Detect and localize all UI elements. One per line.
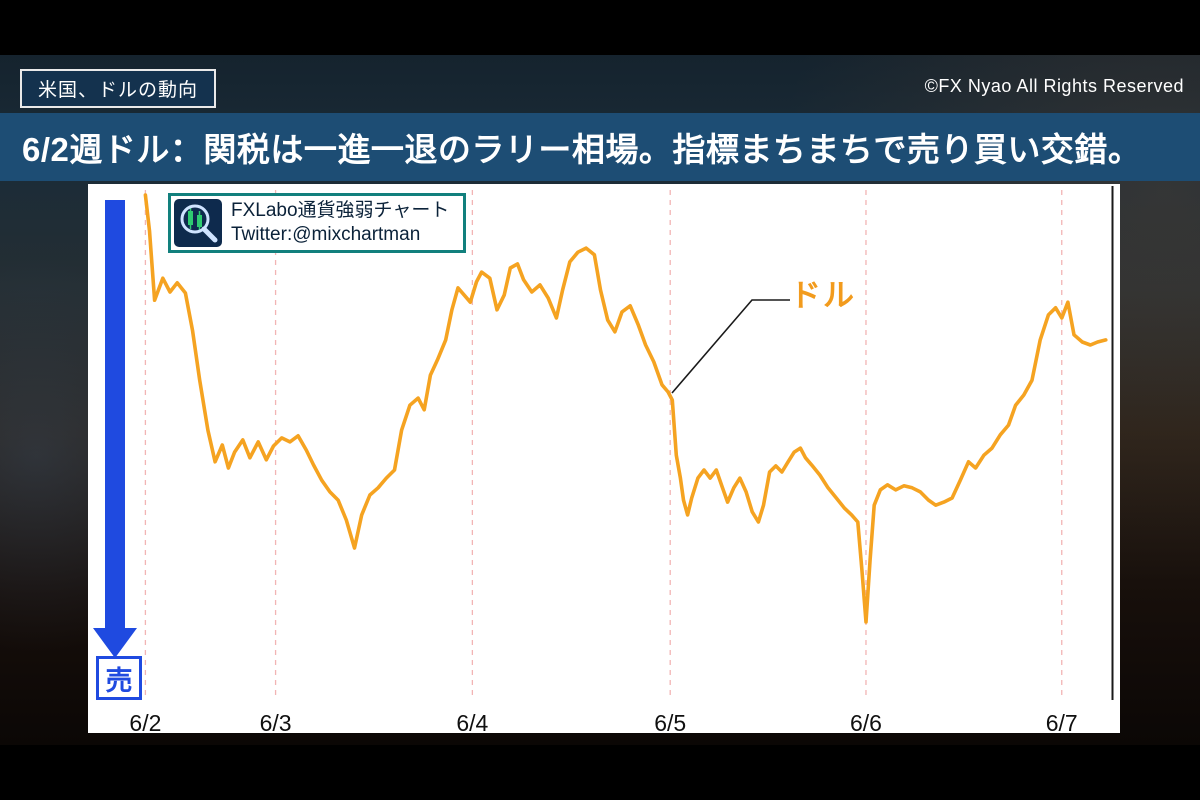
x-tick-label: 6/5 — [654, 710, 686, 733]
topic-tag-label: 米国、ドルの動向 — [38, 80, 199, 101]
annotation-pointer-line — [671, 299, 790, 394]
letterbox-top — [0, 0, 1200, 55]
x-tick-label: 6/6 — [850, 710, 882, 733]
x-tick-label: 6/2 — [129, 710, 161, 733]
magnifier-candlestick-icon — [174, 199, 222, 247]
watermark-line1: FXLabo通貨強弱チャート — [231, 200, 450, 221]
letterbox-bottom — [0, 745, 1200, 800]
dollar-strength-line — [143, 193, 1108, 624]
sell-arrow-head-icon — [93, 628, 137, 658]
sell-label-box: 売 — [96, 656, 142, 700]
headline-banner: 6/2週ドル：関税は一進一退のラリー相場。指標まちまちで売り買い交錯。 — [0, 113, 1200, 181]
watermark-badge: FXLabo通貨強弱チャート Twitter:@mixchartman — [168, 193, 467, 253]
dollar-annotation-label: ドル — [790, 278, 856, 313]
watermark-text: FXLabo通貨強弱チャート Twitter:@mixchartman — [231, 199, 449, 247]
strength-chart-svg: 6/2 6/3 6/4 6/5 6/6 6/7 — [129, 186, 1114, 733]
sell-arrow-shaft — [105, 200, 125, 630]
x-tick-label: 6/4 — [456, 710, 488, 733]
topic-tag: 米国、ドルの動向 — [20, 69, 217, 108]
x-tick-label: 6/3 — [260, 710, 292, 733]
headline-text: 6/2週ドル：関税は一進一退のラリー相場。指標まちまちで売り買い交錯。 — [22, 131, 1142, 168]
x-tick-label: 6/7 — [1046, 710, 1078, 733]
watermark-line2: Twitter:@mixchartman — [231, 224, 421, 245]
chart-panel: 6/2 6/3 6/4 6/5 6/6 6/7 ドル — [88, 184, 1120, 733]
sell-label: 売 — [105, 665, 133, 696]
copyright-text: ©FX Nyao All Rights Reserved — [924, 76, 1184, 96]
